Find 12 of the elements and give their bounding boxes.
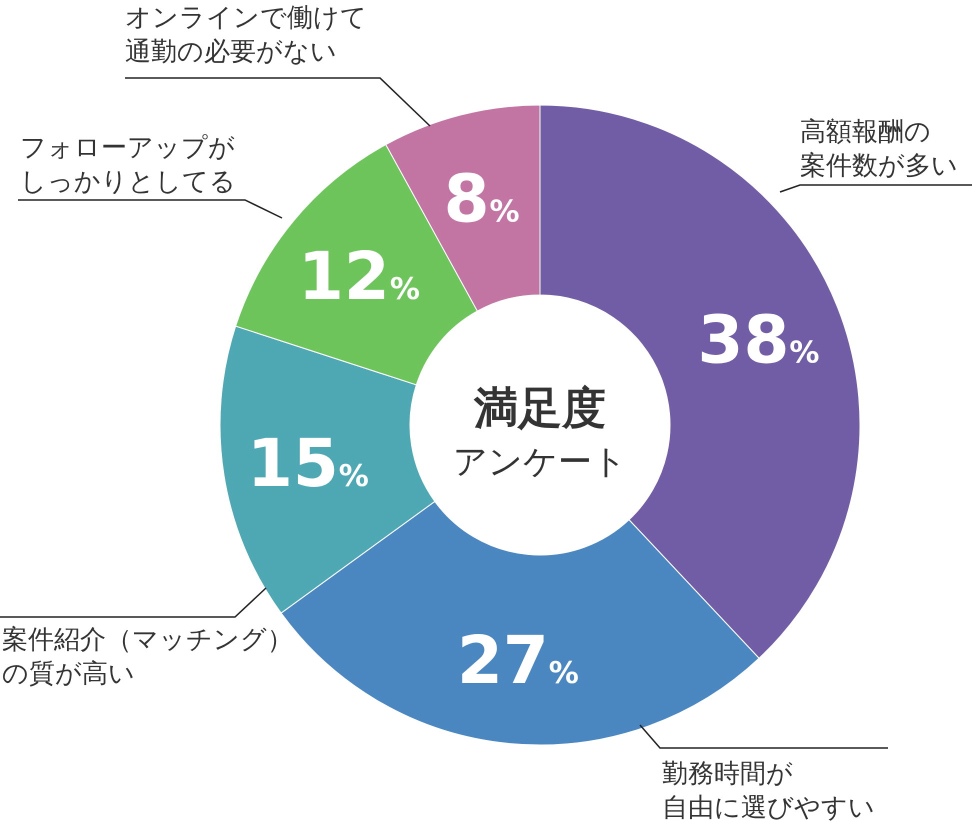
data-label: 15% [246, 424, 369, 502]
data-label: 12% [298, 238, 420, 316]
slice-label: オンラインで働けて通勤の必要がない [125, 3, 367, 67]
data-label: 8% [444, 160, 520, 238]
slice-label: 案件紹介（マッチング）の質が高い [2, 625, 293, 689]
data-label: 27% [456, 622, 579, 699]
text: 満足度 [473, 383, 606, 434]
data-label: 38% [698, 301, 820, 378]
slice-label: フォローアップがしっかりとしてる [20, 133, 236, 197]
slice-label: 高額報酬の案件数が多い [800, 117, 958, 181]
text: アンケート [453, 442, 627, 482]
slice-label: 勤務時間が自由に選びやすい [662, 759, 875, 823]
